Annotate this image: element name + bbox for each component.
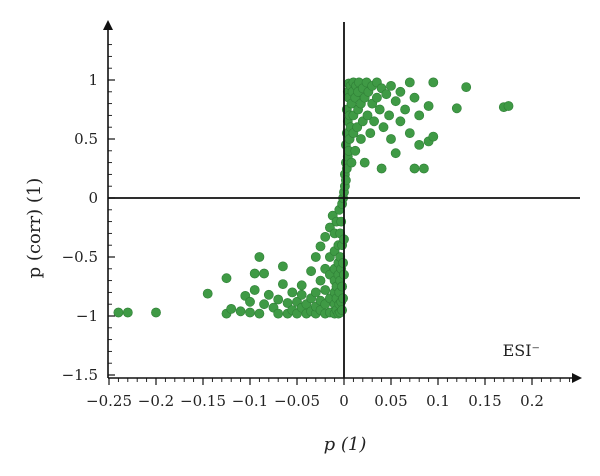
data-point	[355, 134, 366, 144]
data-point	[350, 145, 361, 156]
data-point	[428, 77, 439, 88]
data-point	[277, 261, 288, 272]
x-tick-label: −0.25	[86, 392, 132, 410]
data-point	[259, 268, 269, 279]
y-tick-label: 1	[88, 71, 98, 89]
data-point	[386, 81, 396, 91]
esi-annotation: ESI⁻	[503, 341, 540, 360]
data-point	[362, 110, 373, 121]
data-point	[249, 268, 260, 279]
data-point	[384, 110, 394, 121]
data-point	[400, 104, 410, 115]
data-point	[423, 101, 434, 111]
ticks-layer: −1.5 −1 −0.5 0 0.5 1 −0.25 −0.2 −0.15 −0.1 −0.05 0 0…	[62, 44, 571, 410]
y-tick-label: 0.5	[74, 130, 98, 148]
data-point	[277, 279, 288, 289]
data-point	[395, 86, 406, 97]
y-tick-label: 0	[88, 189, 98, 207]
data-point	[310, 252, 321, 262]
x-tick-label: −0.1	[232, 392, 268, 410]
data-point	[337, 305, 347, 315]
data-point	[320, 231, 331, 242]
data-point	[254, 252, 265, 262]
data-point	[235, 306, 246, 317]
data-point	[151, 307, 161, 318]
data-point	[113, 307, 124, 318]
data-point	[381, 89, 392, 100]
data-point	[461, 82, 472, 92]
x-tick-label: 0.2	[520, 392, 544, 410]
points-layer	[113, 77, 514, 319]
x-tick-label: 0.05	[374, 392, 407, 410]
data-point	[221, 273, 232, 284]
data-point	[390, 148, 401, 159]
y-tick-label: −1.5	[62, 366, 98, 384]
data-point	[315, 275, 326, 286]
data-point	[414, 110, 425, 121]
x-tick-label: 0.15	[468, 392, 501, 410]
data-point	[202, 288, 213, 299]
data-point	[245, 307, 255, 318]
data-point	[359, 157, 370, 168]
data-point	[404, 128, 415, 138]
x-tick-label: −0.2	[138, 392, 174, 410]
data-point	[414, 139, 425, 150]
data-point	[340, 175, 351, 186]
data-point	[503, 101, 514, 111]
data-point	[249, 285, 260, 295]
x-tick-label: −0.05	[274, 392, 320, 410]
data-point	[378, 122, 389, 133]
data-point	[395, 116, 406, 127]
y-tick-label: −0.5	[62, 248, 98, 266]
x-tick-label: 0.1	[426, 392, 450, 410]
data-point	[122, 307, 133, 318]
data-point	[306, 266, 316, 277]
data-point	[365, 128, 376, 138]
data-point	[263, 289, 274, 300]
data-point	[282, 298, 293, 308]
data-point	[409, 163, 420, 174]
data-point	[296, 280, 307, 291]
data-point	[273, 308, 284, 319]
data-point	[386, 134, 396, 144]
data-point	[404, 77, 415, 88]
x-tick-label: −0.15	[180, 392, 226, 410]
data-point	[390, 96, 401, 107]
data-point	[287, 287, 298, 298]
y-tick-label: −1	[76, 307, 98, 325]
x-axis-label: p (1)	[324, 434, 367, 455]
data-point	[254, 308, 265, 319]
data-point	[451, 103, 462, 114]
axes-layer	[103, 20, 582, 383]
data-point	[371, 92, 382, 103]
data-point	[320, 285, 331, 295]
data-point	[245, 296, 255, 307]
data-point	[346, 157, 357, 168]
data-point	[428, 131, 439, 142]
data-point	[259, 299, 269, 310]
data-point	[337, 281, 347, 292]
data-point	[376, 163, 387, 174]
data-point	[310, 287, 321, 298]
y-axis-label: p (corr) (1)	[24, 178, 45, 279]
data-point	[374, 104, 385, 115]
data-point	[273, 294, 284, 305]
data-point	[409, 92, 420, 103]
data-point	[369, 116, 379, 127]
data-point	[226, 303, 237, 314]
data-point	[418, 163, 429, 174]
x-tick-label: 0	[339, 392, 349, 410]
data-point	[296, 289, 307, 300]
data-point	[315, 241, 326, 252]
